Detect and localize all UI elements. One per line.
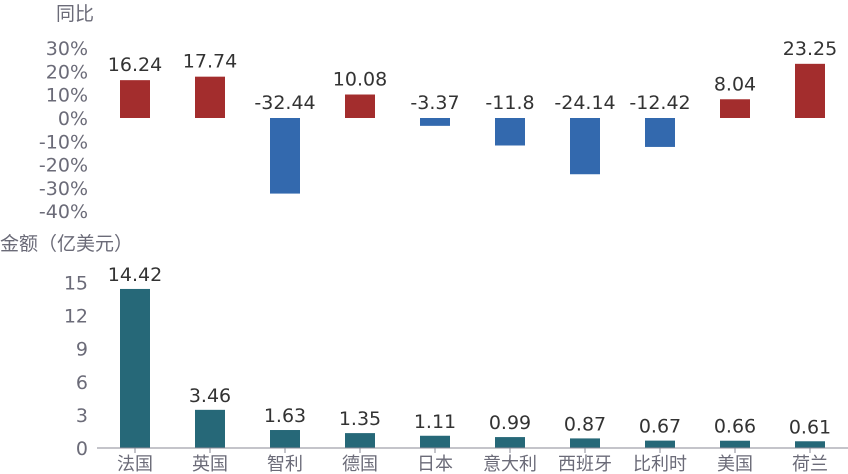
bar-yoy-8	[720, 99, 750, 118]
x-tick-label: 智利	[267, 454, 303, 474]
bar-yoy-2	[270, 118, 300, 194]
x-tick-label: 德国	[342, 454, 378, 474]
data-label-yoy: 17.74	[183, 51, 237, 73]
y-tick-label: 0	[76, 438, 88, 460]
y-tick-label: 9	[76, 339, 88, 361]
bar-amount-1	[195, 409, 225, 448]
data-label-yoy: 16.24	[108, 54, 162, 76]
x-axis-categories: 法国 英国 智利 德国 日本 意大利 西班牙 比利时 美国 荷兰	[117, 448, 828, 474]
y-tick-label: 10%	[46, 85, 88, 107]
top-y-axis: 30%20%10%0%-10%-20%-30%-40%	[39, 38, 88, 223]
y-tick-label: 0%	[58, 108, 88, 130]
y-tick-label: 20%	[46, 61, 88, 83]
bar-yoy-9	[795, 63, 825, 118]
y-tick-label: 6	[76, 372, 88, 394]
top-bars: 16.24 17.74 -32.44 10.08 -3.37 -11.8 -24.14 -12…	[108, 38, 837, 194]
bottom-y-axis: 15 12 9 6 3 0	[64, 273, 88, 460]
data-label-amount: 1.35	[339, 408, 381, 430]
bar-yoy-5	[495, 118, 525, 146]
y-tick-label: 3	[76, 405, 88, 427]
top-chart-title: 同比	[56, 3, 94, 25]
data-label-yoy: 8.04	[714, 73, 756, 95]
data-label-yoy: -12.42	[629, 92, 690, 114]
y-tick-label: 30%	[46, 38, 88, 60]
bottom-chart-title: 金额（亿美元）	[0, 233, 133, 255]
bar-yoy-1	[195, 76, 225, 118]
data-label-amount: 0.87	[564, 413, 606, 435]
x-tick-label: 意大利	[483, 454, 537, 474]
data-label-yoy: -11.8	[485, 92, 534, 114]
bar-amount-7	[645, 440, 675, 448]
data-label-yoy: -3.37	[410, 92, 459, 114]
bar-amount-0	[120, 288, 150, 448]
y-tick-label: -20%	[39, 155, 88, 177]
data-label-amount: 0.66	[714, 416, 756, 438]
bar-yoy-4	[420, 118, 450, 126]
bar-yoy-0	[120, 80, 150, 118]
data-label-yoy: -32.44	[254, 92, 315, 114]
data-label-amount: 1.11	[414, 411, 456, 433]
bar-yoy-3	[345, 94, 375, 118]
data-label-amount: 1.63	[264, 405, 306, 427]
y-tick-label: -40%	[39, 201, 88, 223]
x-tick-label: 英国	[192, 454, 228, 474]
x-tick-label: 日本	[417, 454, 453, 474]
x-tick-label: 荷兰	[792, 454, 828, 474]
data-label-yoy: 23.25	[783, 38, 837, 60]
bar-yoy-6	[570, 118, 600, 175]
bar-amount-3	[345, 433, 375, 448]
bar-amount-2	[270, 430, 300, 448]
data-label-yoy: 10.08	[333, 69, 387, 91]
bar-amount-5	[495, 437, 525, 448]
y-tick-label: -10%	[39, 131, 88, 153]
data-label-amount: 14.42	[108, 264, 162, 286]
x-tick-label: 法国	[117, 454, 153, 474]
y-tick-label: -30%	[39, 178, 88, 200]
bar-amount-9	[795, 441, 825, 448]
data-label-amount: 0.67	[639, 416, 681, 438]
data-label-amount: 0.61	[789, 416, 831, 438]
data-label-amount: 0.99	[489, 412, 531, 434]
data-label-amount: 3.46	[189, 385, 231, 407]
x-tick-label: 美国	[717, 454, 753, 474]
y-tick-label: 12	[64, 306, 88, 328]
data-label-yoy: -24.14	[554, 92, 615, 114]
x-tick-label: 西班牙	[558, 454, 612, 474]
bottom-bars: 14.42 3.46 1.63 1.35 1.11 0.99 0.87 0.67 0.66 0.6…	[108, 264, 831, 448]
bar-amount-8	[720, 440, 750, 448]
x-tick-label: 比利时	[633, 454, 687, 474]
bar-yoy-7	[645, 118, 675, 147]
bar-amount-4	[420, 435, 450, 448]
bar-amount-6	[570, 438, 600, 448]
y-tick-label: 15	[64, 273, 88, 295]
